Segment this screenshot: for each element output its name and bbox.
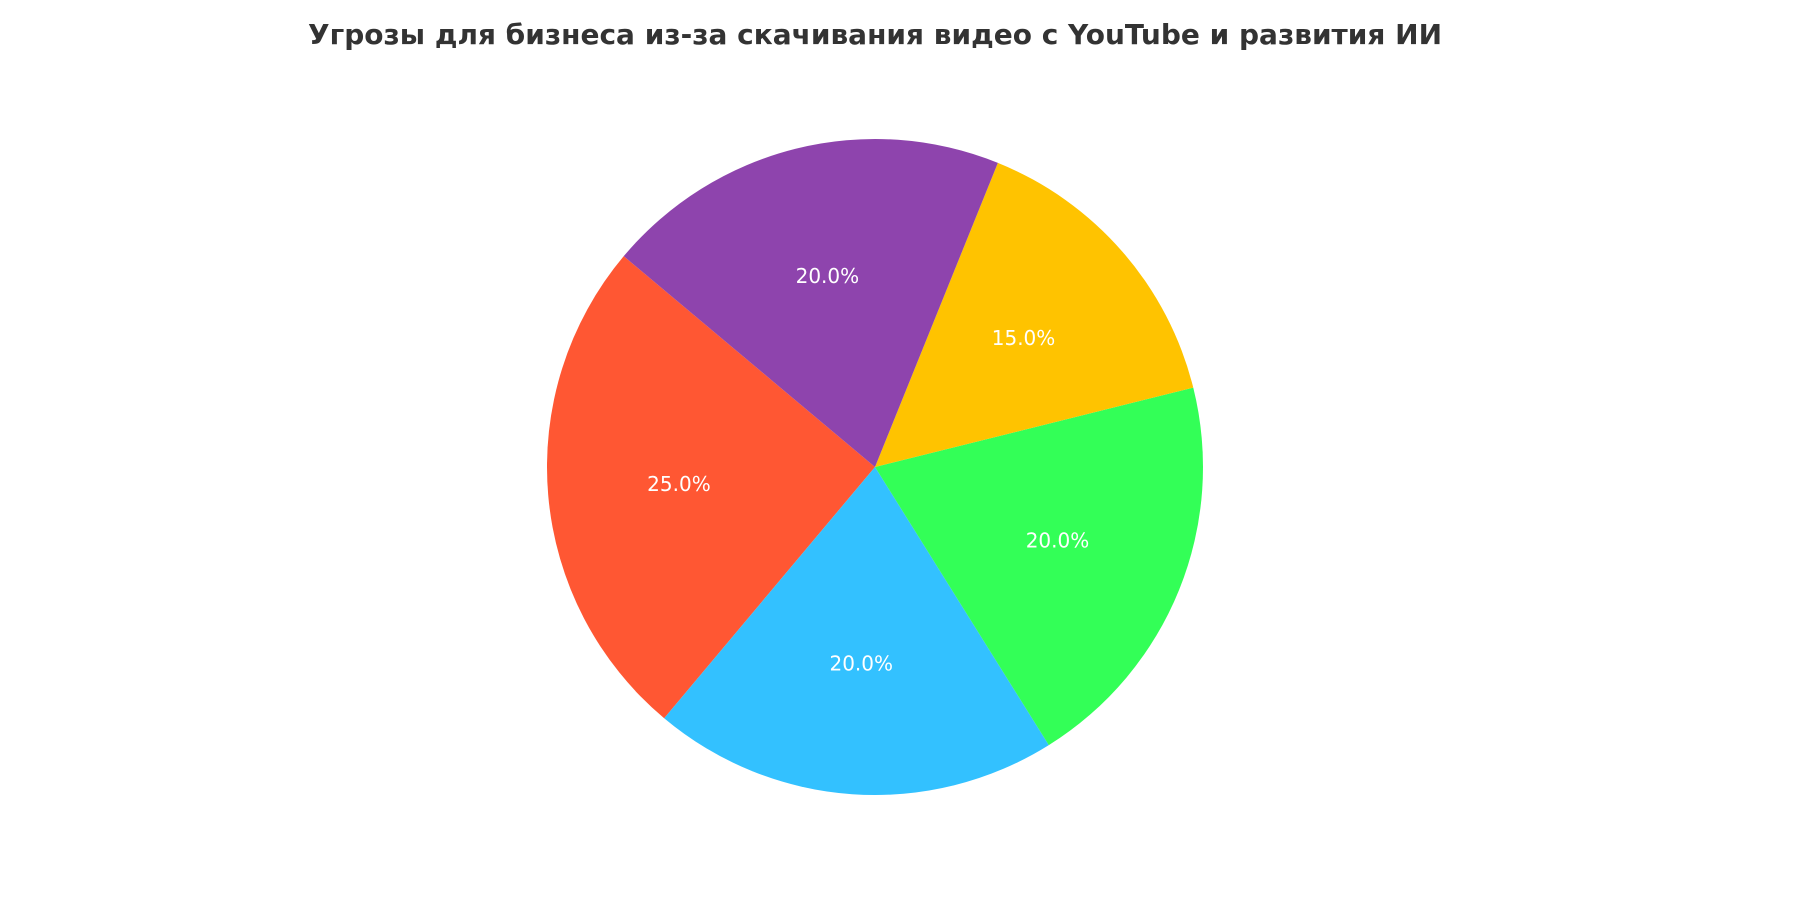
pie-slice-0 [546,256,875,719]
slice-percent-label-0: 25.0% [647,472,711,496]
pie-slice-1 [664,467,1049,795]
chart-title: Угрозы для бизнеса из-за скачивания виде… [308,18,1442,51]
pie-slice-2 [875,387,1203,746]
slice-percent-label-1: 20.0% [829,651,893,675]
pie-slice-3 [875,162,1194,467]
slice-percent-label-4: 20.0% [796,264,860,288]
slice-percent-label-3: 15.0% [992,326,1056,350]
pie-slice-4 [623,138,998,467]
slice-percent-label-2: 20.0% [1026,529,1090,553]
